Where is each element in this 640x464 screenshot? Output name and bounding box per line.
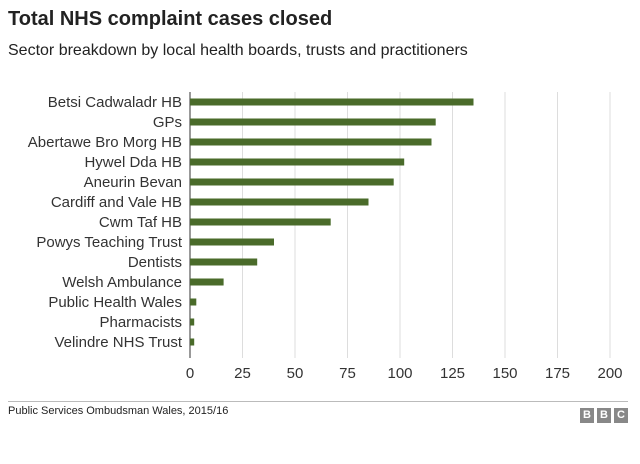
bar — [190, 218, 331, 226]
category-label: Powys Teaching Trust — [36, 234, 182, 251]
bar-chart: 0 25 50 75 100 125 150 175 200 Betsi Cadwaladr HB… — [28, 92, 623, 382]
category-label: Pharmacists — [99, 314, 182, 331]
bar — [190, 178, 394, 186]
category-label: Dentists — [128, 254, 182, 271]
category-label: Betsi Cadwaladr HB — [48, 94, 182, 111]
category-label: Abertawe Bro Morg HB — [28, 134, 182, 151]
bar — [190, 298, 197, 306]
source-note: Public Services Ombudsman Wales, 2015/16 — [8, 405, 229, 417]
bar — [190, 138, 432, 146]
bar — [190, 318, 195, 326]
bar — [190, 258, 258, 266]
x-tick-label: 175 — [545, 365, 570, 382]
chart-subtitle: Sector breakdown by local health boards,… — [8, 42, 468, 59]
bar — [190, 198, 369, 206]
x-tick-label: 50 — [287, 365, 304, 382]
x-tick-label: 25 — [234, 365, 251, 382]
category-label: GPs — [153, 114, 182, 131]
chart-title: Total NHS complaint cases closed — [8, 8, 333, 30]
category-label: Velindre NHS Trust — [54, 334, 182, 351]
category-label: Aneurin Bevan — [84, 174, 182, 191]
x-tick-label: 75 — [339, 365, 356, 382]
bar — [190, 118, 436, 126]
footer-divider — [8, 401, 628, 402]
x-tick-label: 200 — [597, 365, 622, 382]
x-tick-label: 125 — [440, 365, 465, 382]
bar — [190, 238, 274, 246]
category-label: Hywel Dda HB — [84, 154, 182, 171]
bar — [190, 338, 195, 346]
logo-letter: B — [597, 408, 611, 423]
x-tick-label: 0 — [186, 365, 194, 382]
bar — [190, 278, 224, 286]
category-label: Public Health Wales — [48, 294, 182, 311]
logo-letter: B — [580, 408, 594, 423]
x-tick-label: 100 — [387, 365, 412, 382]
bar — [190, 98, 474, 106]
category-label: Cardiff and Vale HB — [51, 194, 182, 211]
x-tick-label: 150 — [492, 365, 517, 382]
category-label: Welsh Ambulance — [62, 274, 182, 291]
logo-letter: C — [614, 408, 628, 423]
category-label: Cwm Taf HB — [99, 214, 182, 231]
bbc-logo: B B C — [580, 408, 628, 423]
bar — [190, 158, 405, 166]
